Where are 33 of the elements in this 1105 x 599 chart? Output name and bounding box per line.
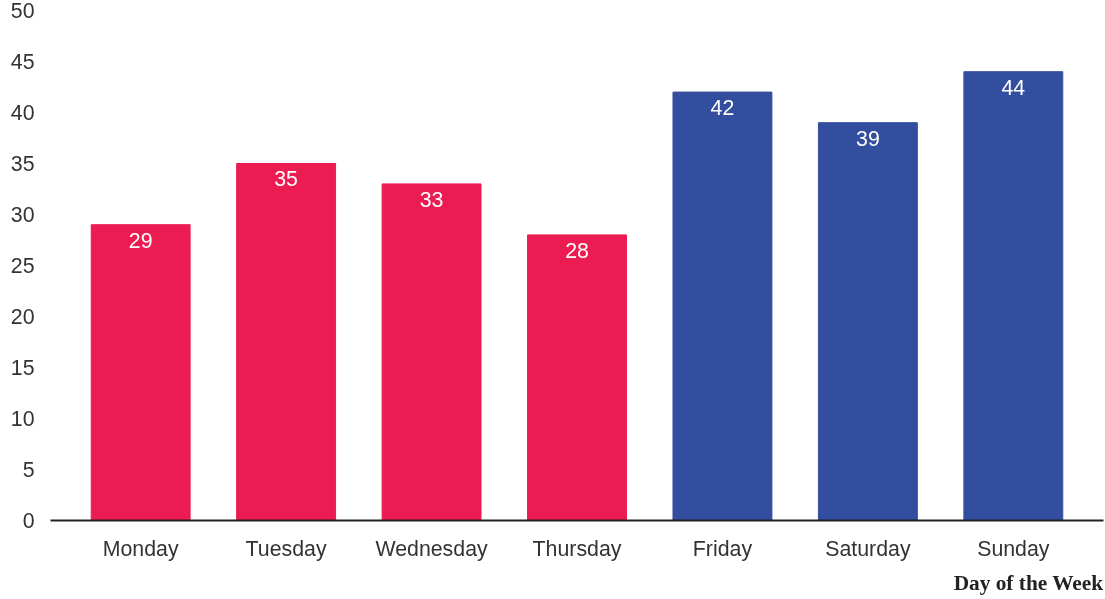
x-tick-label: Sunday	[977, 536, 1050, 561]
data-label: 29	[128, 228, 153, 253]
x-tick-label: Thursday	[532, 536, 622, 561]
bar	[817, 122, 918, 521]
x-axis-title: Day of the Week	[953, 570, 1104, 595]
y-tick-label: 20	[10, 305, 35, 329]
y-tick-label: 45	[10, 50, 35, 74]
y-tick-label: 50	[10, 0, 35, 23]
y-tick-label: 5	[22, 458, 35, 482]
bar	[90, 224, 191, 521]
y-tick-label: 15	[10, 356, 35, 380]
data-label: 42	[710, 95, 735, 120]
y-tick-label: 25	[10, 254, 35, 278]
x-tick-label: Saturday	[825, 536, 911, 561]
x-tick-label: Wednesday	[375, 536, 489, 561]
bar	[672, 91, 773, 521]
bar	[236, 163, 337, 521]
y-tick-label: 40	[10, 101, 35, 125]
data-label: 35	[274, 167, 298, 192]
x-tick-label: Tuesday	[245, 536, 327, 561]
y-tick-label: 35	[10, 152, 35, 176]
data-label: 28	[565, 238, 589, 263]
data-label: 33	[419, 187, 444, 212]
x-tick-label: Friday	[692, 536, 753, 561]
data-label: 39	[856, 126, 880, 151]
y-tick-label: 10	[10, 407, 35, 431]
y-tick-label: 0	[22, 509, 35, 533]
bar	[381, 183, 482, 521]
bar	[963, 71, 1064, 521]
bar	[527, 234, 627, 521]
y-tick-label: 30	[10, 203, 35, 227]
data-label: 44	[1001, 75, 1026, 100]
x-tick-label: Monday	[102, 536, 179, 561]
